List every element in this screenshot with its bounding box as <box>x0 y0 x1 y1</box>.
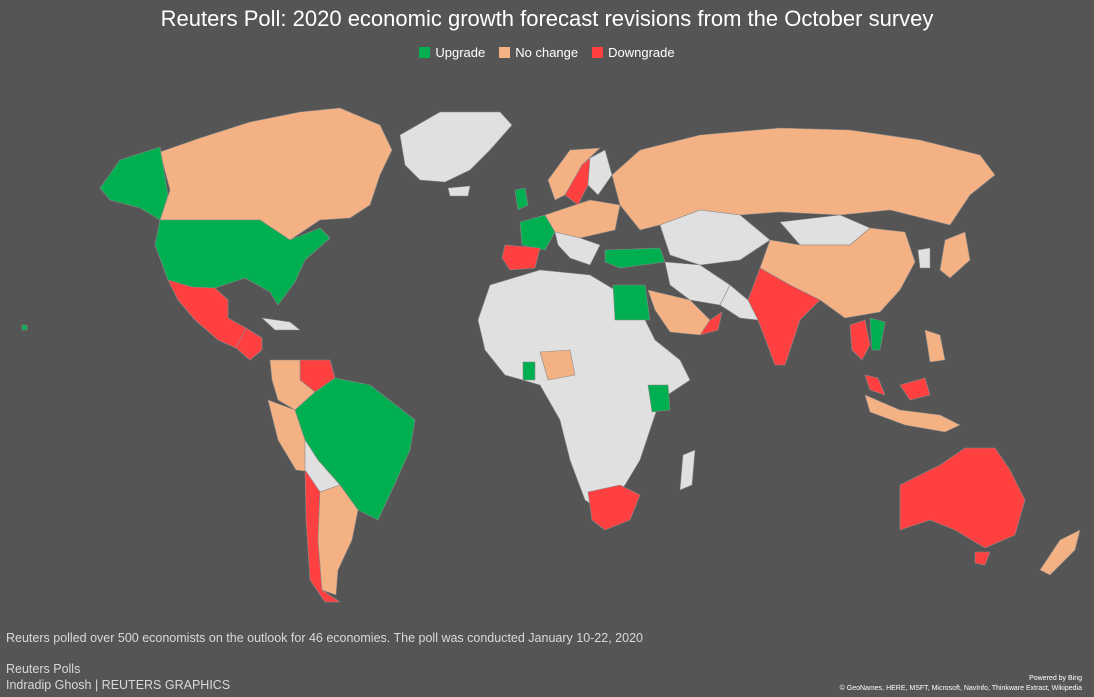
powered-by-bing: Powered by Bing <box>1029 675 1082 682</box>
region-madagascar[interactable] <box>679 449 696 491</box>
region-korea[interactable] <box>917 247 931 269</box>
legend-swatch-downgrade <box>592 47 604 58</box>
source-line-2: Indradip Ghosh | REUTERS GRAPHICS <box>6 678 231 692</box>
region-nigeria[interactable] <box>539 349 576 381</box>
legend-label-no-change: No change <box>515 45 579 60</box>
credits-text: © GeoNames, HERE, MSFT, Microsoft, NavIn… <box>839 685 1082 692</box>
region-central-america[interactable] <box>235 327 263 361</box>
region-indonesia[interactable] <box>864 394 961 433</box>
region-france[interactable] <box>519 214 556 251</box>
region-iceland[interactable] <box>447 185 471 197</box>
region-egypt[interactable] <box>612 284 651 321</box>
region-hawaii[interactable] <box>21 324 28 331</box>
region-thailand[interactable] <box>849 319 871 361</box>
region-greenland[interactable] <box>399 111 513 183</box>
region-vietnam[interactable] <box>869 317 886 351</box>
region-south-africa[interactable] <box>587 484 641 531</box>
region-pakistan[interactable] <box>719 284 759 321</box>
legend: Upgrade No change Downgrade <box>0 45 1094 60</box>
region-borneo[interactable] <box>899 377 931 401</box>
legend-item-upgrade: Upgrade <box>419 45 485 60</box>
legend-swatch-upgrade <box>419 47 431 58</box>
source-line-1: Reuters Polls <box>6 662 81 676</box>
region-caribbean[interactable] <box>261 317 301 331</box>
region-alaska[interactable] <box>99 146 169 221</box>
region-new-zealand[interactable] <box>1039 529 1081 576</box>
region-malaysia[interactable] <box>864 374 886 396</box>
legend-item-downgrade: Downgrade <box>592 45 675 60</box>
legend-swatch-no-change <box>499 47 511 58</box>
region-ghana[interactable] <box>522 361 536 381</box>
map-credits: Powered by Bing © GeoNames, HERE, MSFT, … <box>840 674 1082 694</box>
region-russia[interactable] <box>611 127 996 231</box>
region-tasmania[interactable] <box>974 551 991 566</box>
region-mexico[interactable] <box>167 279 247 349</box>
legend-item-no-change: No change <box>499 45 578 60</box>
legend-label-downgrade: Downgrade <box>608 45 675 60</box>
region-kenya[interactable] <box>647 384 671 413</box>
region-australia[interactable] <box>899 447 1026 549</box>
region-spain[interactable] <box>501 244 541 271</box>
region-oman[interactable] <box>699 311 723 336</box>
region-uk[interactable] <box>514 187 529 211</box>
region-central-asia[interactable] <box>659 209 771 266</box>
region-finland[interactable] <box>587 149 613 196</box>
region-turkey[interactable] <box>604 247 666 269</box>
region-italy[interactable] <box>554 231 601 266</box>
region-japan[interactable] <box>939 231 971 279</box>
footer-note: Reuters polled over 500 economists on th… <box>6 631 643 645</box>
legend-label-upgrade: Upgrade <box>435 45 486 60</box>
map-title: Reuters Poll: 2020 economic growth forec… <box>160 6 934 31</box>
region-philippines[interactable] <box>924 329 946 363</box>
region-argentina[interactable] <box>317 484 359 596</box>
